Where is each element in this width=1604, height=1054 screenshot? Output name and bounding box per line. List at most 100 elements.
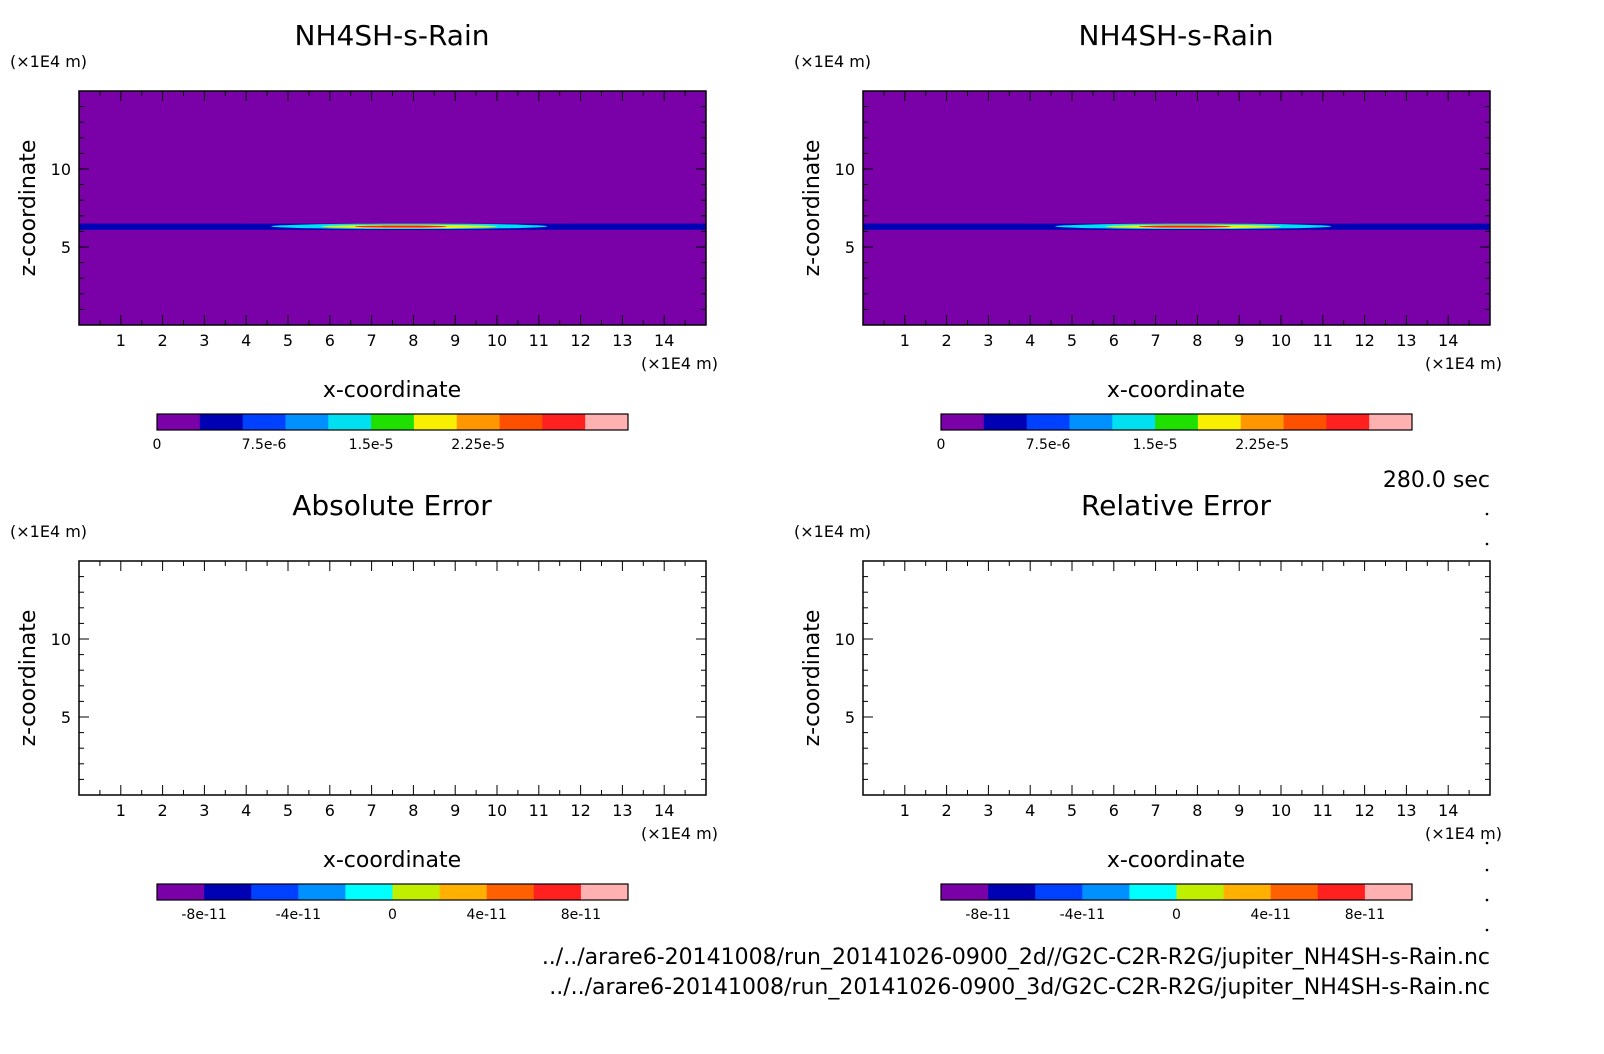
x-tick-label: 12 xyxy=(1354,331,1374,350)
x-tick-label: 11 xyxy=(529,331,549,350)
colorbar-swatch xyxy=(585,414,629,430)
x-tick-label: 10 xyxy=(1271,331,1291,350)
x-tick-label: 11 xyxy=(1313,331,1333,350)
x-tick-label: 14 xyxy=(654,331,674,350)
x-tick-label: 12 xyxy=(1354,801,1374,820)
x-tick-label: 1 xyxy=(116,331,126,350)
x-tick-label: 7 xyxy=(367,801,377,820)
colorbar-label: 2.25e-5 xyxy=(451,437,505,453)
colorbar-label: 0 xyxy=(1172,907,1181,923)
colorbar-swatch xyxy=(1197,414,1242,430)
x-tick-label: 10 xyxy=(1271,801,1291,820)
colorbar-swatch xyxy=(499,414,543,430)
x-tick-label: 7 xyxy=(1151,331,1161,350)
colorbar-swatch xyxy=(1026,414,1070,430)
x-tick-label: 7 xyxy=(367,331,377,350)
x-tick-label: 14 xyxy=(1438,331,1458,350)
colorbar-swatch xyxy=(392,884,441,900)
colorbar-swatch xyxy=(1129,884,1177,900)
y-axis-label: z-coordinate xyxy=(16,610,41,747)
x-tick-label: 3 xyxy=(983,331,993,350)
margin-dot xyxy=(1485,542,1489,546)
y-axis-label: z-coordinate xyxy=(800,140,825,277)
x-tick-label: 5 xyxy=(283,331,293,350)
x-tick-label: 1 xyxy=(900,801,910,820)
chart-title: Relative Error xyxy=(1081,489,1272,522)
x-tick-label: 12 xyxy=(570,801,590,820)
colorbar-swatch xyxy=(580,884,629,900)
colorbar-swatch xyxy=(1326,414,1370,430)
x-axis-label: x-coordinate xyxy=(323,848,461,873)
heatmap-contour-1 xyxy=(242,218,573,224)
x-tick-label: 4 xyxy=(1025,331,1035,350)
x-tick-label: 9 xyxy=(450,801,460,820)
colorbar-label: -4e-11 xyxy=(1060,907,1105,923)
plot-frame xyxy=(862,560,1491,796)
chart-title: Absolute Error xyxy=(292,489,492,522)
colorbar-label: 4e-11 xyxy=(1251,907,1291,923)
colorbar-frame xyxy=(156,413,629,431)
colorbar-frame xyxy=(940,883,1413,901)
x-axis-label: x-coordinate xyxy=(1107,848,1245,873)
colorbar-swatch xyxy=(157,414,201,430)
colorbar-label: 0 xyxy=(388,907,397,923)
x-tick-label: 14 xyxy=(1438,801,1458,820)
x-tick-label: 6 xyxy=(1109,331,1119,350)
x-tick-label: 4 xyxy=(1025,801,1035,820)
colorbar-label: -8e-11 xyxy=(965,907,1010,923)
margin-dot xyxy=(1485,928,1489,932)
x-axis-unit: (×1E4 m) xyxy=(1425,354,1502,373)
colorbar-swatch xyxy=(542,414,586,430)
chart-panel-4: Relative Error(×1E4 m)1 2 3 4 5 6 7 8 9 10 11 12 13 1… xyxy=(794,489,1502,923)
x-tick-label: 10 xyxy=(487,331,507,350)
colorbar-swatch xyxy=(298,884,346,900)
x-tick-label: 5 xyxy=(1067,331,1077,350)
colorbar-swatch xyxy=(941,884,989,900)
x-axis-unit: (×1E4 m) xyxy=(1425,824,1502,843)
chart-panel-1: NH4SH-s-Rain(×1E4 m)1 2 3 4 5 6 7 8 9 10 11 12 13 145… xyxy=(10,19,718,453)
x-axis-unit: (×1E4 m) xyxy=(641,354,718,373)
colorbar-label: 1.5e-5 xyxy=(1133,437,1178,453)
colorbar-swatch xyxy=(157,884,205,900)
chart-panel-2: NH4SH-s-Rain(×1E4 m)1 2 3 4 5 6 7 8 9 10 11 12 13 145… xyxy=(794,19,1502,453)
colorbar-swatch xyxy=(1283,414,1327,430)
x-tick-label: 2 xyxy=(942,331,952,350)
y-axis-label: z-coordinate xyxy=(800,610,825,747)
colorbar-label: 8e-11 xyxy=(561,907,601,923)
x-tick-label: 6 xyxy=(1109,801,1119,820)
heatmap-contour-4 xyxy=(1138,225,1231,228)
x-tick-label: 3 xyxy=(983,801,993,820)
plot-frame xyxy=(78,560,707,796)
colorbar-swatch xyxy=(199,414,244,430)
x-tick-label: 7 xyxy=(1151,801,1161,820)
x-tick-label: 8 xyxy=(408,331,418,350)
x-tick-label: 11 xyxy=(529,801,549,820)
colorbar-label: 8e-11 xyxy=(1345,907,1385,923)
colorbar-swatch xyxy=(251,884,299,900)
x-tick-label: 1 xyxy=(900,331,910,350)
x-axis-label: x-coordinate xyxy=(323,378,461,403)
colorbar-swatch xyxy=(941,414,985,430)
colorbar-swatch xyxy=(285,414,329,430)
colorbar-label: -4e-11 xyxy=(276,907,321,923)
colorbar-swatch xyxy=(1112,414,1156,430)
colorbar-swatch xyxy=(983,414,1028,430)
x-tick-label: 4 xyxy=(241,801,251,820)
chart-panel-3: Absolute Error(×1E4 m)1 2 3 4 5 6 7 8 9 10 11 12 13 1… xyxy=(10,489,718,923)
colorbar-swatch xyxy=(204,884,252,900)
heatmap-background xyxy=(863,91,1490,325)
y-axis-unit: (×1E4 m) xyxy=(794,52,871,71)
x-tick-label: 9 xyxy=(1234,331,1244,350)
colorbar-swatch xyxy=(1223,884,1272,900)
x-axis-label: x-coordinate xyxy=(1107,378,1245,403)
x-tick-label: 2 xyxy=(158,331,168,350)
colorbar-swatch xyxy=(1317,884,1366,900)
colorbar-label: 0 xyxy=(153,437,162,453)
colorbar-swatch xyxy=(1069,414,1113,430)
y-axis-unit: (×1E4 m) xyxy=(10,522,87,541)
colorbar-swatch xyxy=(1270,884,1319,900)
x-tick-label: 1 xyxy=(116,801,126,820)
colorbar-label: 7.5e-6 xyxy=(1026,437,1071,453)
colorbar-swatch xyxy=(486,884,535,900)
colorbar-label: 0 xyxy=(937,437,946,453)
